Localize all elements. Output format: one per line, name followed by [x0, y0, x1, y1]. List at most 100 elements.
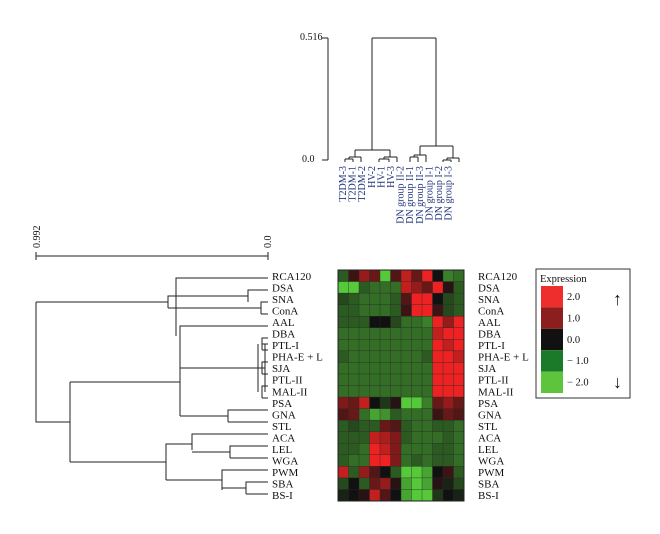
- heatmap-cell: [432, 454, 444, 467]
- heatmap-cell: [400, 292, 413, 306]
- heatmap-cell: [421, 443, 434, 456]
- heatmap-cell: [400, 316, 413, 329]
- heatmap-cell: [411, 327, 423, 340]
- heatmap-cell: [390, 489, 402, 502]
- heatmap-cell: [337, 362, 350, 375]
- column-label: DN group II-2: [396, 166, 407, 224]
- heatmap-cell: [348, 431, 360, 444]
- row-label-left: DBA: [272, 329, 295, 341]
- heatmap-cell: [369, 350, 381, 363]
- heatmap-cell: [453, 385, 465, 398]
- heatmap-cell: [390, 373, 402, 387]
- heatmap-cell: [400, 431, 413, 444]
- heatmap-cell: [421, 408, 434, 421]
- heatmap-cell: [421, 327, 434, 340]
- heatmap-cell: [453, 281, 465, 294]
- heatmap-cell: [337, 443, 350, 456]
- heatmap-cell: [411, 385, 423, 398]
- heatmap-cell: [358, 408, 371, 421]
- heatmap-cell: [348, 396, 360, 410]
- heatmap-cell: [348, 304, 360, 317]
- heatmap-cell: [390, 339, 402, 352]
- row-label-right: AAL: [478, 317, 501, 329]
- heatmap-cell: [348, 281, 360, 294]
- heatmap-cell: [369, 304, 381, 317]
- row-label-left: GNA: [272, 409, 296, 421]
- heatmap-cell: [358, 454, 371, 467]
- row-label-right: DBA: [478, 329, 501, 341]
- column-label: DN group I-2: [434, 166, 445, 220]
- column-label: HV-2: [367, 166, 378, 188]
- heatmap-cell: [442, 281, 455, 294]
- heatmap-cell: [337, 339, 350, 352]
- heatmap-cell: [379, 396, 392, 410]
- heatmap-cell: [369, 454, 381, 467]
- heatmap-cell: [411, 489, 423, 502]
- heatmap-cell: [432, 316, 444, 329]
- heatmap-cell: [337, 304, 350, 317]
- heatmap-cell: [369, 466, 381, 479]
- heatmap-cell: [390, 269, 402, 283]
- heatmap-cell: [337, 466, 350, 479]
- heatmap-cell: [337, 281, 350, 294]
- heatmap-cell: [411, 362, 423, 375]
- row-label-right: PSA: [478, 398, 498, 410]
- heatmap-cell: [411, 269, 423, 283]
- heatmap-cell: [432, 408, 444, 421]
- heatmap-cell: [421, 373, 434, 387]
- heatmap-cell: [369, 489, 381, 502]
- heatmap-cell: [400, 362, 413, 375]
- column-label: DN group II-3: [415, 166, 426, 224]
- heatmap-cell: [453, 316, 465, 329]
- heatmap-cell: [400, 339, 413, 352]
- row-dendrogram: [35, 277, 268, 495]
- heatmap-cell: [411, 339, 423, 352]
- heatmap-cell: [421, 431, 434, 444]
- column-label: DN group I-3: [444, 166, 455, 220]
- heatmap-cell: [390, 327, 402, 340]
- heatmap-cell: [411, 304, 423, 317]
- heatmap-cell: [453, 454, 465, 467]
- row-label-right: LEL: [478, 444, 498, 456]
- heatmap-cell: [442, 269, 455, 283]
- heatmap-cell: [411, 477, 423, 490]
- row-label-right: SBA: [478, 479, 499, 491]
- row-label-right: DSA: [478, 282, 500, 294]
- heatmap-cell: [453, 431, 465, 444]
- row-label-right: ConA: [478, 305, 504, 317]
- heatmap-cell: [432, 373, 444, 387]
- heatmap-cell: [400, 419, 413, 433]
- heatmap-cell: [358, 327, 371, 340]
- heatmap-cell: [442, 454, 455, 467]
- heatmap-cell: [442, 385, 455, 398]
- heatmap-cell: [358, 419, 371, 433]
- heatmap-cell: [453, 327, 465, 340]
- heatmap-cell: [432, 292, 444, 306]
- heatmap-cell: [337, 269, 350, 283]
- heatmap-cell: [379, 466, 392, 479]
- heatmap-cell: [358, 466, 371, 479]
- heatmap-cell: [348, 339, 360, 352]
- row-label-left: PSA: [272, 398, 292, 410]
- heatmap-cell: [421, 339, 434, 352]
- down-arrow-icon: ↓: [613, 372, 622, 392]
- heatmap-cell: [411, 408, 423, 421]
- heatmap-cell: [379, 292, 392, 306]
- heatmap-cell: [432, 396, 444, 410]
- heatmap-cell: [358, 443, 371, 456]
- heatmap-cell: [348, 373, 360, 387]
- heatmap-cell: [411, 316, 423, 329]
- heatmap-cell: [369, 281, 381, 294]
- row-label-left: WGA: [272, 456, 298, 468]
- heatmap-cell: [453, 269, 465, 283]
- row-label-left: AAL: [272, 317, 295, 329]
- heatmap-cell: [390, 466, 402, 479]
- heatmap-cell: [348, 350, 360, 363]
- heatmap-cell: [358, 316, 371, 329]
- heatmap-cell: [379, 419, 392, 433]
- heatmap-cell: [432, 281, 444, 294]
- heatmap-grid: [337, 269, 465, 502]
- column-label: T2DM-2: [357, 166, 368, 202]
- heatmap-cell: [348, 327, 360, 340]
- column-label: DN group II-1: [405, 166, 416, 224]
